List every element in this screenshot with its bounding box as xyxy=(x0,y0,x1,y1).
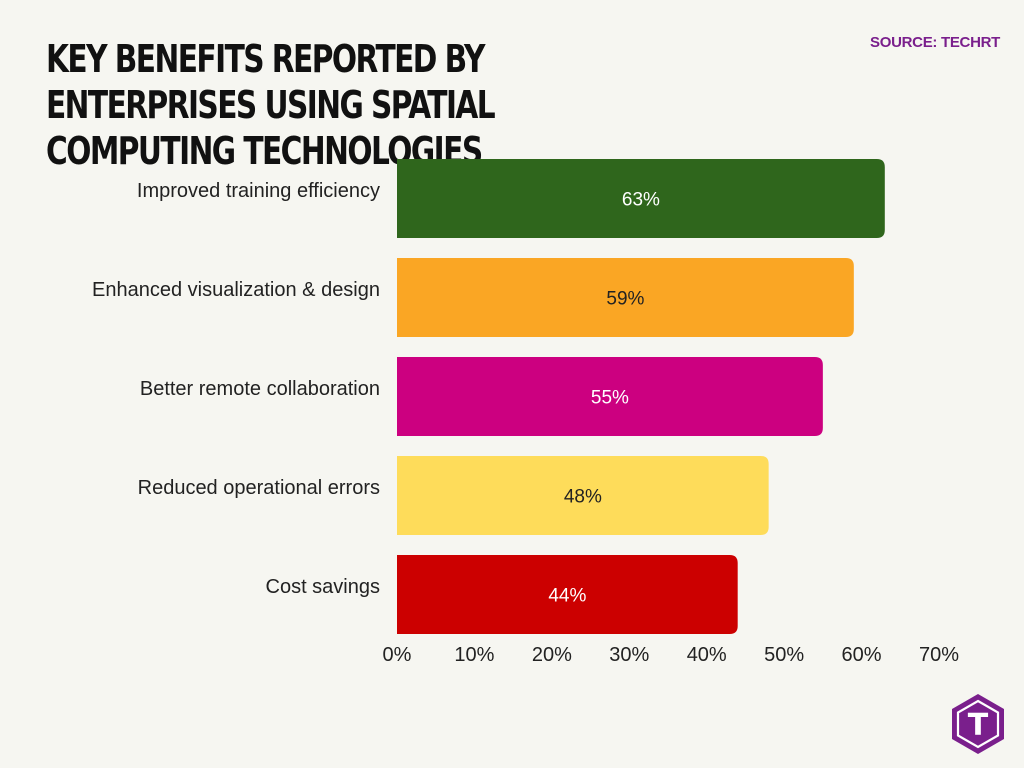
source-label: SOURCE: TECHRT xyxy=(870,34,1000,51)
x-tick-label: 10% xyxy=(454,644,494,666)
value-label-enhanced-visualization-and-design: 59% xyxy=(606,289,644,310)
logo-letter: T xyxy=(968,708,989,743)
bar-cost-savings xyxy=(397,555,738,634)
value-label-cost-savings: 44% xyxy=(548,586,586,607)
x-tick-label: 60% xyxy=(842,644,882,666)
chart-title: KEY BENEFITS REPORTED BY ENTERPRISES USI… xyxy=(46,37,496,173)
category-label-better-remote-collaboration: Better remote collaboration xyxy=(140,378,380,400)
x-tick-label: 40% xyxy=(687,644,727,666)
category-label-enhanced-visualization-and-design: Enhanced visualization & design xyxy=(92,279,380,301)
category-label-cost-savings: Cost savings xyxy=(266,576,381,598)
bars-group: 63% 59% 55% 48% 44% xyxy=(397,159,885,634)
category-label-reduced-operational-errors: Reduced operational errors xyxy=(138,477,380,499)
x-tick-label: 70% xyxy=(919,644,959,666)
x-tick-label: 30% xyxy=(609,644,649,666)
bar-enhanced-visualization-and-design xyxy=(397,258,854,337)
techrt-logo-icon: T xyxy=(952,694,1004,754)
x-tick-label: 50% xyxy=(764,644,804,666)
bar-reduced-operational-errors xyxy=(397,456,769,535)
x-axis-tick-labels: 0% 10% 20% 30% 40% 50% 60% 70% xyxy=(383,644,960,666)
category-labels-group: Improved training efficiency Enhanced vis… xyxy=(92,180,380,598)
value-label-improved-training-efficiency: 63% xyxy=(622,190,660,211)
bar-improved-training-efficiency xyxy=(397,159,885,238)
x-tick-label: 0% xyxy=(383,644,412,666)
category-label-improved-training-efficiency: Improved training efficiency xyxy=(137,180,380,202)
x-tick-label: 20% xyxy=(532,644,572,666)
value-label-reduced-operational-errors: 48% xyxy=(564,487,602,508)
bar-better-remote-collaboration xyxy=(397,357,823,436)
value-label-better-remote-collaboration: 55% xyxy=(591,388,629,409)
